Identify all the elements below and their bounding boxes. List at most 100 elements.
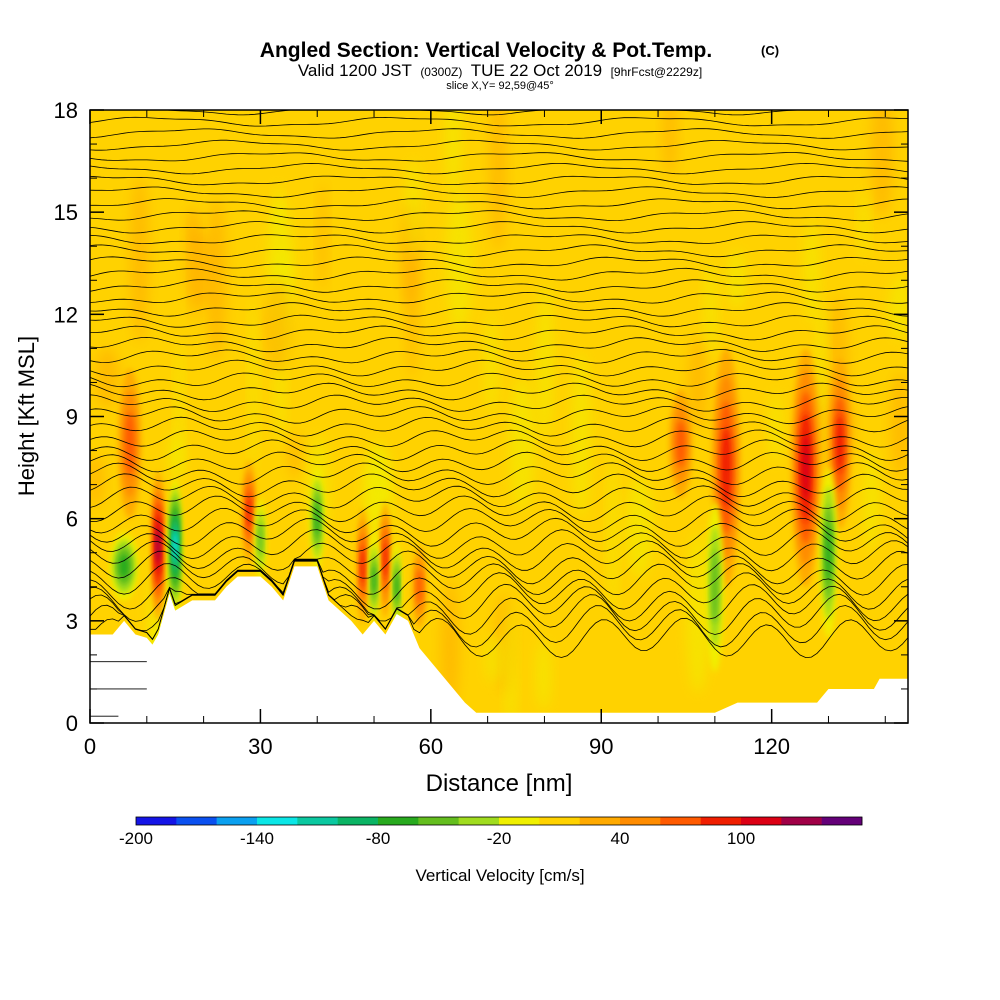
weak-downdraft-streak (405, 159, 421, 258)
isentrope-line (90, 495, 908, 523)
chart-title-units: (C) (761, 43, 779, 58)
weak-downdraft-streak (485, 634, 503, 684)
isentrope-line (90, 291, 908, 304)
colorbar-swatch (660, 817, 701, 825)
weak-downdraft-streak (608, 452, 618, 616)
subtitle-main: Valid 1200 JST (298, 61, 412, 80)
weak-downdraft-streak (769, 391, 783, 465)
updraft-cell (836, 415, 844, 473)
isentrope-line (90, 186, 908, 198)
y-axis: 0 3 6 9 12 15 18 (54, 98, 908, 736)
terrain-strata (90, 661, 147, 717)
isentrope-line (90, 550, 908, 585)
isentrope-line (90, 139, 908, 151)
isentrope-line (90, 175, 908, 186)
weak-downdraft-streak (536, 639, 552, 711)
isentrope-line (90, 336, 908, 353)
isentrope-line (90, 406, 908, 425)
colorbar-swatch (257, 817, 298, 825)
colorbar-label: Vertical Velocity [cm/s] (415, 866, 584, 885)
isentrope-line (90, 507, 908, 534)
weak-updraft-streak (90, 454, 105, 507)
subtitle-date: TUE 22 Oct 2019 (471, 61, 602, 80)
isentrope-line (90, 210, 908, 222)
weak-updraft-streak (205, 198, 227, 361)
colorbar-tick-label: -140 (240, 829, 274, 848)
isentrope-line (90, 559, 908, 610)
subtitle-utc: (0300Z) (420, 65, 462, 79)
isentrope-line (90, 325, 908, 341)
isentrope-line (90, 234, 908, 245)
weak-downdraft-streak (704, 259, 718, 363)
isentrope-line (90, 382, 908, 401)
isentrope-line (90, 359, 908, 377)
updraft-cell (721, 427, 731, 508)
x-tick-label: 60 (419, 734, 443, 759)
colorbar-swatch (539, 817, 580, 825)
weak-updraft-streak (489, 110, 507, 252)
isentrope-line (90, 529, 908, 560)
weak-updraft-streak (440, 579, 460, 711)
weak-downdraft-streak (509, 378, 536, 512)
colorbar-tick-label: -200 (119, 829, 153, 848)
y-tick-label: 12 (54, 302, 78, 327)
weak-downdraft-streak (445, 190, 473, 332)
isentrope-line (90, 314, 908, 328)
isentrope-line (90, 473, 908, 498)
downdraft-cell (711, 550, 719, 624)
chart-title: Angled Section: Vertical Velocity & Pot.… (260, 39, 712, 62)
isentrope-line (90, 517, 908, 547)
isentrope-line (90, 116, 908, 127)
colorbar-swatch (821, 817, 863, 825)
y-tick-label: 3 (66, 609, 78, 634)
colorbar-swatch (579, 817, 621, 825)
isentrope-line (90, 451, 908, 473)
colorbar-swatch (378, 817, 419, 825)
updraft-cell (383, 540, 388, 579)
y-tick-label: 9 (66, 405, 78, 430)
isentrope-line (90, 162, 908, 175)
colorbar-swatch (418, 817, 459, 825)
weak-downdraft-streak (804, 218, 820, 324)
weak-updraft-streak (94, 347, 120, 409)
colorbar-tick-label: -80 (366, 829, 391, 848)
updraft-cell (156, 528, 161, 564)
y-tick-label: 6 (66, 507, 78, 532)
weak-downdraft-streak (686, 532, 710, 693)
isentrope-line (90, 302, 908, 317)
x-tick-label: 30 (248, 734, 272, 759)
downdraft-cells (109, 467, 837, 672)
isentrope-line (90, 267, 908, 281)
x-axis-label: Distance [nm] (426, 770, 573, 797)
colorbar-swatch (176, 817, 217, 825)
subtitle-fcst: [9hrFcst@2229z] (611, 65, 703, 79)
isentrope-line (90, 540, 908, 572)
updraft-cell (675, 420, 686, 468)
colorbar-tick-label: 40 (611, 829, 630, 848)
colorbar-swatch (216, 817, 258, 825)
weak-downdraft-streak (445, 110, 462, 195)
isentrope-line (90, 198, 908, 210)
isentrope-line (90, 462, 908, 485)
x-axis: 0 30 60 90 120 (84, 110, 886, 759)
colorbar-tick-labels: -200 -140 -80 -20 40 100 (119, 829, 755, 848)
x-tick-label: 0 (84, 734, 96, 759)
downdraft-cell (173, 532, 178, 560)
y-tick-label: 0 (66, 711, 78, 736)
isentrope-line (90, 559, 908, 596)
weak-updraft-streak (870, 110, 894, 218)
weak-downdraft-streak (625, 475, 654, 578)
isentrope-line (90, 429, 908, 448)
y-tick-label: 15 (54, 200, 78, 225)
isentrope-line (90, 221, 908, 234)
colorbar-frame (135, 816, 863, 826)
weak-downdraft-streak (167, 432, 184, 477)
y-tick-label: 18 (54, 98, 78, 123)
terrain (90, 566, 908, 723)
isentrope-line (90, 439, 908, 461)
updraft-cell (360, 547, 365, 586)
isentrope-line (90, 349, 908, 364)
colorbar-swatch (781, 817, 822, 825)
downdraft-cell (257, 521, 263, 557)
